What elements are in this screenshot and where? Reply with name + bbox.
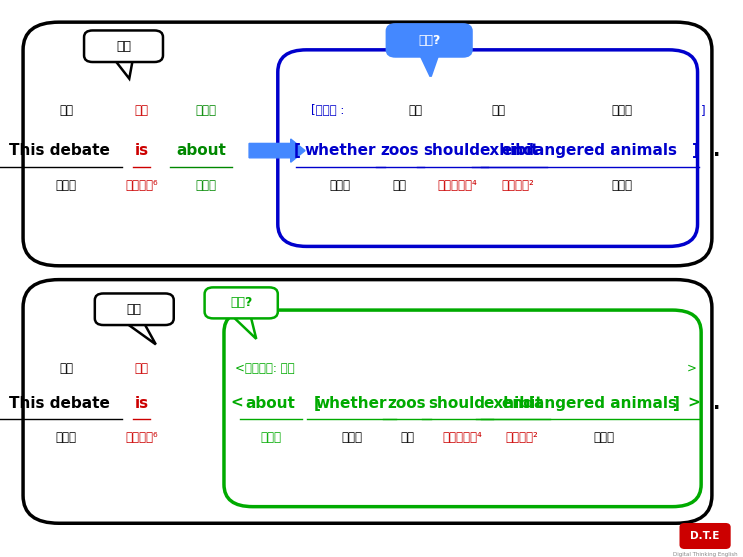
Text: about: about xyxy=(176,143,226,158)
Text: 동사원형²: 동사원형² xyxy=(505,431,538,444)
Text: .: . xyxy=(713,141,720,160)
Text: 접속사: 접속사 xyxy=(330,179,351,192)
Text: .: . xyxy=(713,394,720,413)
Text: 정형동사⁶: 정형동사⁶ xyxy=(125,431,158,444)
Text: 명사구: 명사구 xyxy=(594,431,614,444)
Text: 주어: 주어 xyxy=(409,104,423,117)
Text: 명사구: 명사구 xyxy=(56,179,77,192)
Text: This debate: This debate xyxy=(8,395,109,411)
Text: 목적어: 목적어 xyxy=(611,104,633,117)
Text: ]: ] xyxy=(701,104,706,117)
Text: 동사: 동사 xyxy=(491,104,505,117)
Text: 정형동사⁶: 정형동사⁶ xyxy=(125,179,158,192)
Text: [명사절 :: [명사절 : xyxy=(311,104,345,117)
Text: should: should xyxy=(424,143,481,158)
Text: 무엇?: 무엇? xyxy=(418,34,441,47)
FancyBboxPatch shape xyxy=(95,294,174,325)
Text: exhibit: exhibit xyxy=(484,395,543,411)
Text: endangered animals: endangered animals xyxy=(502,395,678,411)
FancyBboxPatch shape xyxy=(278,50,698,246)
Text: should: should xyxy=(429,395,486,411)
FancyBboxPatch shape xyxy=(224,310,701,507)
Text: endangered animals: endangered animals xyxy=(502,143,678,158)
Text: <형용사구: 보어: <형용사구: 보어 xyxy=(235,361,294,375)
Text: 명사구: 명사구 xyxy=(611,179,633,192)
Polygon shape xyxy=(114,59,133,79)
Text: 전치사: 전치사 xyxy=(260,431,281,444)
Text: ]: ] xyxy=(692,143,699,158)
Text: [: [ xyxy=(314,395,321,411)
FancyBboxPatch shape xyxy=(387,25,472,56)
Text: 정형조동사⁴: 정형조동사⁴ xyxy=(442,431,482,444)
Text: 명사: 명사 xyxy=(400,431,414,444)
FancyArrow shape xyxy=(249,139,305,162)
Text: 전치사: 전치사 xyxy=(195,179,216,192)
FancyBboxPatch shape xyxy=(681,524,730,548)
Text: Digital Thinking English: Digital Thinking English xyxy=(672,551,737,556)
FancyBboxPatch shape xyxy=(23,22,712,266)
FancyBboxPatch shape xyxy=(84,31,163,62)
Text: D.T.E: D.T.E xyxy=(690,531,720,541)
FancyBboxPatch shape xyxy=(23,280,712,523)
Text: 동사: 동사 xyxy=(134,361,149,375)
FancyBboxPatch shape xyxy=(204,287,278,319)
Text: exhibit: exhibit xyxy=(480,143,539,158)
Text: is: is xyxy=(134,143,149,158)
Text: 동사: 동사 xyxy=(134,104,149,117)
Text: whether: whether xyxy=(305,143,376,158)
Polygon shape xyxy=(420,53,438,76)
Text: 주어: 주어 xyxy=(59,361,73,375)
Text: <: < xyxy=(230,395,243,411)
Text: whether: whether xyxy=(316,395,387,411)
Text: about: about xyxy=(246,395,296,411)
Text: 명사구: 명사구 xyxy=(56,431,77,444)
Polygon shape xyxy=(125,323,156,344)
Polygon shape xyxy=(232,316,256,339)
Text: 접속사: 접속사 xyxy=(341,431,362,444)
Text: 정형조동사⁴: 정형조동사⁴ xyxy=(438,179,477,192)
Text: 어떤?: 어떤? xyxy=(230,296,253,309)
Text: [: [ xyxy=(293,143,301,158)
Text: 주절: 주절 xyxy=(116,40,131,53)
Text: ]: ] xyxy=(672,395,679,411)
Text: This debate: This debate xyxy=(8,143,109,158)
Text: 명사: 명사 xyxy=(393,179,406,192)
Text: is: is xyxy=(134,395,149,411)
Text: 주어: 주어 xyxy=(59,104,73,117)
Text: zoos: zoos xyxy=(380,143,419,158)
Text: >: > xyxy=(687,361,697,375)
Text: >: > xyxy=(687,395,701,411)
Text: 동사원형²: 동사원형² xyxy=(502,179,534,192)
Text: 주절: 주절 xyxy=(127,303,142,316)
Text: zoos: zoos xyxy=(388,395,426,411)
Text: 수식어: 수식어 xyxy=(195,104,216,117)
